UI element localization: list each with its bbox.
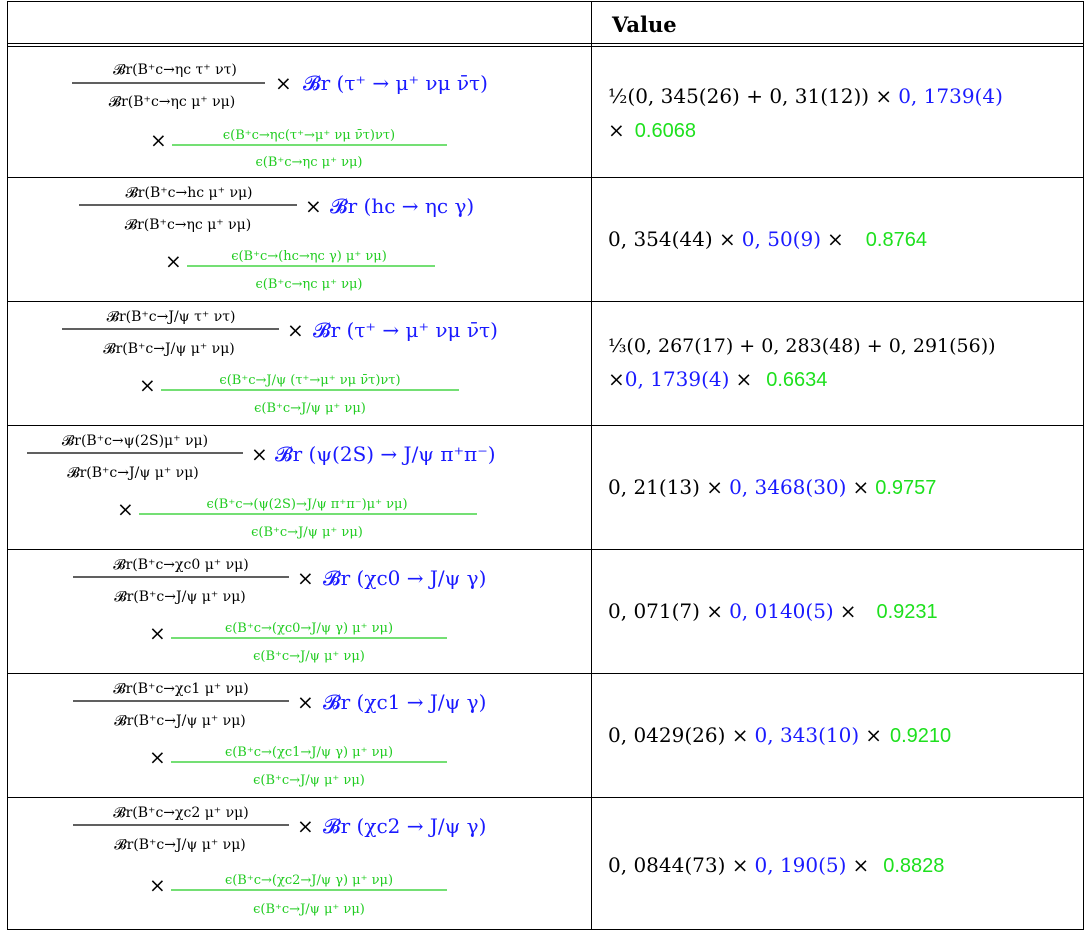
value-cell: 0, 354(44) × 0, 50(9) × 0.8764 [608, 227, 927, 251]
ratio-numerator: 𝓑r(B⁺c→J/ψ τ⁺ ντ) [107, 309, 236, 325]
table-row: 𝓑r(B⁺c→ψ(2S)μ⁺ νμ) 𝓑r(B⁺c→J/ψ μ⁺ νμ) × 𝓑… [7, 426, 1084, 549]
efficiency-numerator: ϵ(B⁺c→(χc1→J/ψ γ) μ⁺ νμ) [225, 745, 393, 760]
times-sign: × [149, 621, 166, 645]
column-header-value: Value [612, 12, 677, 37]
branching-ratio: 𝓑r (χc0 → J/ψ γ) [323, 566, 486, 590]
ratio-denominator: 𝓑r(B⁺c→J/ψ μ⁺ νμ) [114, 589, 246, 605]
efficiency-denominator: ϵ(B⁺c→J/ψ μ⁺ νμ) [251, 525, 363, 540]
ratio-denominator: 𝓑r(B⁺c→ηc μ⁺ νμ) [125, 217, 251, 233]
value-expression: ⅓(0, 267(17) + 0, 283(48) + 0, 291(56)) [608, 335, 996, 357]
value-expression-cont: ×0, 1739(4) × 0.6634 [608, 367, 827, 391]
row-divider [7, 425, 1084, 426]
times-sign: × [297, 814, 314, 838]
efficiency-denominator: ϵ(B⁺c→J/ψ μ⁺ νμ) [253, 773, 365, 788]
ratio-numerator: 𝓑r(B⁺c→χc1 μ⁺ νμ) [113, 681, 248, 697]
formula-cell: 𝓑r(B⁺c→hc μ⁺ νμ) 𝓑r(B⁺c→ηc μ⁺ νμ) × 𝓑r (… [79, 185, 474, 292]
ratio-numerator: 𝓑r(B⁺c→χc2 μ⁺ νμ) [113, 805, 248, 821]
times-sign: × [150, 128, 167, 152]
times-sign: × [139, 373, 156, 397]
table-row: 𝓑r(B⁺c→J/ψ τ⁺ ντ) 𝓑r(B⁺c→J/ψ μ⁺ νμ) × 𝓑r… [7, 302, 1084, 425]
times-sign: × [275, 71, 292, 95]
efficiency-numerator: ϵ(B⁺c→(χc2→J/ψ γ) μ⁺ νμ) [225, 873, 393, 888]
table-top-border [7, 1, 1084, 2]
row-divider [7, 673, 1084, 674]
times-sign: × [297, 566, 314, 590]
ratio-denominator: 𝓑r(B⁺c→J/ψ μ⁺ νμ) [103, 341, 235, 357]
times-sign: × [117, 497, 134, 521]
branching-ratio: 𝓑r (τ⁺ → μ⁺ νμ ν̄τ) [313, 318, 498, 342]
efficiency-numerator: ϵ(B⁺c→J/ψ (τ⁺→μ⁺ νμ ν̄τ)ντ) [219, 373, 400, 388]
table-row: 𝓑r(B⁺c→χc1 μ⁺ νμ) 𝓑r(B⁺c→J/ψ μ⁺ νμ) × 𝓑r… [7, 674, 1084, 797]
formula-cell: 𝓑r(B⁺c→ψ(2S)μ⁺ νμ) 𝓑r(B⁺c→J/ψ μ⁺ νμ) × 𝓑… [27, 433, 496, 540]
branching-ratio: 𝓑r (τ⁺ → μ⁺ νμ ν̄τ) [303, 71, 488, 95]
ratio-numerator: 𝓑r(B⁺c→ηc τ⁺ ντ) [113, 62, 237, 78]
ratio-denominator: 𝓑r(B⁺c→ηc μ⁺ νμ) [109, 94, 235, 110]
ratio-denominator: 𝓑r(B⁺c→J/ψ μ⁺ νμ) [67, 465, 199, 481]
efficiency-numerator: ϵ(B⁺c→ηc(τ⁺→μ⁺ νμ ν̄τ)ντ) [223, 128, 395, 143]
value-expression: 0, 0429(26) × 0, 343(10) × 0.9210 [608, 723, 951, 747]
times-sign: × [165, 249, 182, 273]
efficiency-denominator: ϵ(B⁺c→J/ψ μ⁺ νμ) [253, 649, 365, 664]
times-sign: × [297, 690, 314, 714]
times-sign: × [305, 194, 322, 218]
value-expression-cont: × 0.6068 [608, 118, 696, 142]
table-right-border [1083, 1, 1084, 930]
times-sign: × [287, 318, 304, 342]
value-expression: 0, 0844(73) × 0, 190(5) × 0.8828 [608, 853, 944, 877]
efficiency-numerator: ϵ(B⁺c→(hc→ηc γ) μ⁺ νμ) [231, 249, 387, 264]
header-rule-1 [7, 43, 1084, 44]
value-expression: 0, 071(7) × 0, 0140(5) × 0.9231 [608, 599, 938, 623]
times-sign: × [149, 745, 166, 769]
value-expression: ½(0, 345(26) + 0, 31(12)) × 0, 1739(4) [608, 84, 1003, 108]
table-bottom-border [7, 929, 1084, 930]
table-left-border [7, 1, 8, 930]
table-row: 𝓑r(B⁺c→hc μ⁺ νμ) 𝓑r(B⁺c→ηc μ⁺ νμ) × 𝓑r (… [7, 178, 1084, 301]
formula-cell: 𝓑r(B⁺c→χc2 μ⁺ νμ) 𝓑r(B⁺c→J/ψ μ⁺ νμ) × 𝓑r… [73, 805, 486, 917]
formula-cell: 𝓑r(B⁺c→χc0 μ⁺ νμ) 𝓑r(B⁺c→J/ψ μ⁺ νμ) × 𝓑r… [73, 557, 486, 664]
ratio-numerator: 𝓑r(B⁺c→χc0 μ⁺ νμ) [113, 557, 248, 573]
value-expression: 0, 21(13) × 0, 3468(30) × 0.9757 [608, 475, 936, 499]
ratio-denominator: 𝓑r(B⁺c→J/ψ μ⁺ νμ) [114, 837, 246, 853]
table-row: 𝓑r(B⁺c→ηc τ⁺ ντ) 𝓑r(B⁺c→ηc μ⁺ νμ) × 𝓑r (… [7, 47, 1084, 177]
row-divider [7, 797, 1084, 798]
formula-cell: 𝓑r(B⁺c→χc1 μ⁺ νμ) 𝓑r(B⁺c→J/ψ μ⁺ νμ) × 𝓑r… [73, 681, 486, 788]
value-cell: 0, 0844(73) × 0, 190(5) × 0.8828 [608, 853, 944, 877]
efficiency-denominator: ϵ(B⁺c→J/ψ μ⁺ νμ) [253, 902, 365, 917]
efficiency-denominator: ϵ(B⁺c→ηc μ⁺ νμ) [255, 155, 362, 170]
ratio-denominator: 𝓑r(B⁺c→J/ψ μ⁺ νμ) [114, 713, 246, 729]
column-divider [591, 1, 592, 930]
efficiency-denominator: ϵ(B⁺c→J/ψ μ⁺ νμ) [254, 401, 366, 416]
formula-cell: 𝓑r(B⁺c→J/ψ τ⁺ ντ) 𝓑r(B⁺c→J/ψ μ⁺ νμ) × 𝓑r… [62, 309, 498, 416]
value-cell: 0, 0429(26) × 0, 343(10) × 0.9210 [608, 723, 951, 747]
formula-cell: 𝓑r(B⁺c→ηc τ⁺ ντ) 𝓑r(B⁺c→ηc μ⁺ νμ) × 𝓑r (… [72, 62, 488, 170]
row-divider [7, 301, 1084, 302]
ratio-numerator: 𝓑r(B⁺c→ψ(2S)μ⁺ νμ) [62, 433, 208, 449]
row-divider [7, 549, 1084, 550]
value-expression: 0, 354(44) × 0, 50(9) × 0.8764 [608, 227, 927, 251]
branching-ratio: 𝓑r (hc → ηc γ) [330, 194, 474, 218]
efficiency-numerator: ϵ(B⁺c→(ψ(2S)→J/ψ π⁺π⁻)μ⁺ νμ) [206, 497, 407, 512]
times-sign: × [251, 442, 268, 466]
efficiency-denominator: ϵ(B⁺c→ηc μ⁺ νμ) [255, 277, 362, 292]
value-cell: 0, 071(7) × 0, 0140(5) × 0.9231 [608, 599, 938, 623]
times-sign: × [149, 873, 166, 897]
branching-ratio: 𝓑r (χc2 → J/ψ γ) [323, 814, 486, 838]
ratio-numerator: 𝓑r(B⁺c→hc μ⁺ νμ) [125, 185, 252, 201]
value-cell: 0, 21(13) × 0, 3468(30) × 0.9757 [608, 475, 936, 499]
table-row: 𝓑r(B⁺c→χc2 μ⁺ νμ) 𝓑r(B⁺c→J/ψ μ⁺ νμ) × 𝓑r… [7, 798, 1084, 929]
branching-ratio: 𝓑r (χc1 → J/ψ γ) [323, 690, 486, 714]
value-cell: ⅓(0, 267(17) + 0, 283(48) + 0, 291(56)) … [608, 335, 996, 391]
branching-ratio: 𝓑r (ψ(2S) → J/ψ π⁺π⁻) [275, 442, 496, 466]
row-divider [7, 177, 1084, 178]
header-rule-2 [7, 46, 1084, 47]
efficiency-numerator: ϵ(B⁺c→(χc0→J/ψ γ) μ⁺ νμ) [225, 621, 393, 636]
value-cell: ½(0, 345(26) + 0, 31(12)) × 0, 1739(4) × 0… [608, 84, 1003, 142]
table-row: 𝓑r(B⁺c→χc0 μ⁺ νμ) 𝓑r(B⁺c→J/ψ μ⁺ νμ) × 𝓑r… [7, 550, 1084, 673]
branching-ratio-table: Value 𝓑r(B⁺c→ηc τ⁺ ντ) 𝓑r(B⁺c→ηc μ⁺ νμ) … [7, 1, 1084, 930]
